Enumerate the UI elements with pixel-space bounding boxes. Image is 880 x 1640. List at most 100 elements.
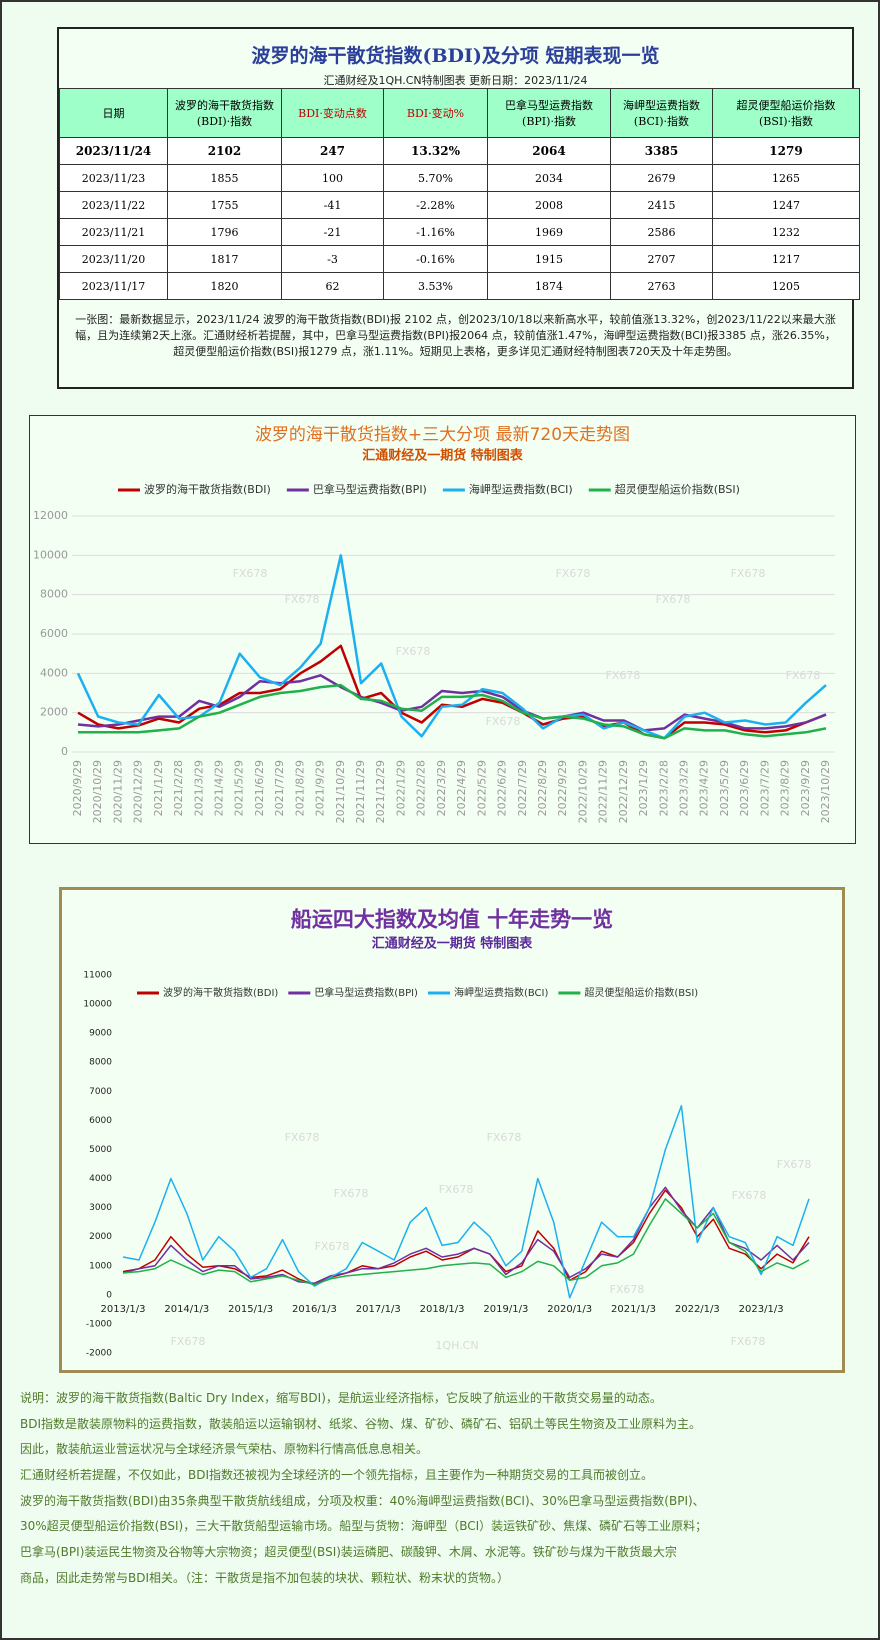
- table-row: 2023/11/20 1817 -3 -0.16% 1915 2707 1217: [59, 245, 860, 273]
- y-tick-label: 4000: [40, 666, 68, 679]
- table-cell: 3385: [610, 137, 713, 165]
- y-tick-label: -1000: [86, 1319, 112, 1329]
- legend-label: 海岬型运费指数(BCI): [454, 986, 549, 999]
- table-cell: 2586: [610, 218, 713, 246]
- y-tick-label: 1000: [89, 1261, 112, 1271]
- x-tick-label: 2019/1/3: [483, 1304, 528, 1315]
- y-tick-label: 5000: [89, 1145, 112, 1155]
- note-line: 因此，散装航运业营运状况与全球经济景气荣枯、原物料行情高低息息相关。: [20, 1442, 429, 1457]
- header-cell: 超灵便型船运价指数 (BSI)·指数: [712, 88, 860, 138]
- y-tick-label: -2000: [86, 1349, 112, 1359]
- x-tick-label: 2021/1/29: [152, 760, 165, 816]
- x-tick-label: 2020/11/29: [111, 760, 124, 823]
- table-row: 2023/11/17 1820 62 3.53% 1874 2763 1205: [59, 272, 860, 300]
- series-line: [77, 674, 827, 732]
- legend-label: 波罗的海干散货指数(BDI): [163, 986, 278, 999]
- note-line: 汇通财经析若提醒，不仅如此，BDI指数还被视为全球经济的一个领先指标，且主要作为…: [20, 1468, 654, 1483]
- watermark: FX678: [486, 715, 521, 728]
- x-tick-label: 2020/1/3: [547, 1304, 592, 1315]
- table-row: 2023/11/22 1755 -41 -2.28% 2008 2415 1247: [59, 191, 860, 219]
- watermark: FX678: [777, 1158, 812, 1171]
- x-tick-label: 2022/1/29: [394, 760, 407, 816]
- watermark: 1QH.CN: [435, 1339, 478, 1352]
- table-cell: 2023/11/17: [59, 272, 168, 300]
- watermark: FX678: [315, 1240, 350, 1253]
- x-tick-label: 2023/2/28: [657, 760, 670, 816]
- x-tick-label: 2023/3/29: [677, 760, 690, 816]
- table-title: 波罗的海干散货指数(BDI)及分项 短期表现一览: [251, 45, 660, 67]
- watermark: FX678: [731, 567, 766, 580]
- y-tick-label: 0: [61, 745, 68, 758]
- x-tick-label: 2021/2/28: [172, 760, 185, 816]
- header-cell: 海岬型运费指数 (BCI)·指数: [610, 88, 713, 138]
- chart-title: 波罗的海干散货指数+三大分项 最新720天走势图: [255, 425, 630, 445]
- y-tick-label: 10000: [83, 1000, 112, 1010]
- x-tick-label: 2023/4/29: [698, 760, 711, 816]
- x-tick-label: 2021/10/29: [334, 760, 347, 823]
- x-tick-label: 2016/1/3: [292, 1304, 337, 1315]
- header-row: 日期 波罗的海干散货指数 (BDI)·指数 BDI·变动点数 BDI·变动% 巴拿马型运…: [59, 88, 860, 138]
- legend-label: 超灵便型船运价指数(BSI): [615, 482, 740, 496]
- x-tick-label: 2020/10/29: [91, 760, 104, 823]
- x-tick-label: 2021/1/3: [611, 1304, 656, 1315]
- x-tick-label: 2023/1/3: [739, 1304, 784, 1315]
- chart-subtitle: 汇通财经及一期货 特制图表: [362, 448, 524, 464]
- x-tick-label: 2021/6/29: [253, 760, 266, 816]
- watermark: FX678: [439, 1183, 474, 1196]
- watermark: FX678: [487, 1131, 522, 1144]
- table-cell: 1265: [712, 164, 860, 192]
- legend-label: 海岬型运费指数(BCI): [469, 482, 573, 496]
- y-tick-label: 6000: [40, 627, 68, 640]
- y-tick-label: 8000: [40, 588, 68, 601]
- x-tick-label: 2017/1/3: [356, 1304, 401, 1315]
- x-tick-label: 2022/9/29: [556, 760, 569, 816]
- table-row: 2023/11/21 1796 -21 -1.16% 1969 2586 1232: [59, 218, 860, 246]
- note-line: 商品，因此走势常与BDI相关。（注：干散货是指不加包装的块状、颗粒状、粉末状的货…: [20, 1570, 510, 1585]
- watermark: FX678: [556, 567, 591, 580]
- legend-label: 波罗的海干散货指数(BDI): [144, 482, 271, 496]
- table-cell: 1279: [712, 137, 860, 165]
- series-line: [122, 1186, 810, 1284]
- table-cell: -3: [281, 245, 384, 273]
- y-tick-label: 10000: [33, 548, 68, 561]
- x-tick-label: 2021/11/29: [354, 760, 367, 823]
- table-subtitle: 汇通财经及1QH.CN特制图表 更新日期：2023/11/24: [323, 74, 588, 87]
- table-cell: 1817: [167, 245, 282, 273]
- x-tick-label: 2014/1/3: [164, 1304, 209, 1315]
- y-tick-label: 6000: [89, 1116, 112, 1126]
- x-tick-label: 2022/12/29: [617, 760, 630, 823]
- x-tick-label: 2020/9/29: [71, 760, 84, 816]
- table-cell: 2008: [487, 191, 611, 219]
- watermark: FX678: [731, 1335, 766, 1348]
- table-cell: 2023/11/22: [59, 191, 168, 219]
- table-cell: 2034: [487, 164, 611, 192]
- header-cell: 日期: [59, 88, 168, 138]
- summary-table: 日期 波罗的海干散货指数 (BDI)·指数 BDI·变动点数 BDI·变动% 巴拿马型运…: [59, 88, 860, 300]
- table-cell: 3.53%: [383, 272, 488, 300]
- watermark: FX678: [233, 567, 268, 580]
- y-tick-label: 11000: [83, 971, 112, 981]
- x-tick-label: 2023/8/29: [779, 760, 792, 816]
- watermark: FX678: [656, 593, 691, 606]
- table-note: 一张图：最新数据显示，2023/11/24 波罗的海干散货指数(BDI)报 21…: [75, 313, 836, 358]
- x-tick-label: 2021/12/29: [374, 760, 387, 823]
- table-cell: 1232: [712, 218, 860, 246]
- x-tick-label: 2023/10/29: [819, 760, 832, 823]
- legend-label: 巴拿马型运费指数(BPI): [314, 986, 418, 999]
- table-cell: 2415: [610, 191, 713, 219]
- table-cell: 2064: [487, 137, 611, 165]
- note-line: BDI指数是散装原物料的运费指数，散装船运以运输钢材、纸浆、谷物、煤、矿砂、磷矿…: [20, 1416, 702, 1431]
- x-tick-label: 2022/5/29: [475, 760, 488, 816]
- x-tick-label: 2021/3/29: [192, 760, 205, 816]
- watermark: FX678: [606, 669, 641, 682]
- table-cell: 1874: [487, 272, 611, 300]
- table-row: 2023/11/24 2102 247 13.32% 2064 3385 1279: [59, 137, 860, 165]
- table-cell: 2023/11/20: [59, 245, 168, 273]
- x-tick-label: 2022/4/29: [455, 760, 468, 816]
- series-line: [76, 554, 827, 740]
- table-cell: 2023/11/23: [59, 164, 168, 192]
- table-cell: 2707: [610, 245, 713, 273]
